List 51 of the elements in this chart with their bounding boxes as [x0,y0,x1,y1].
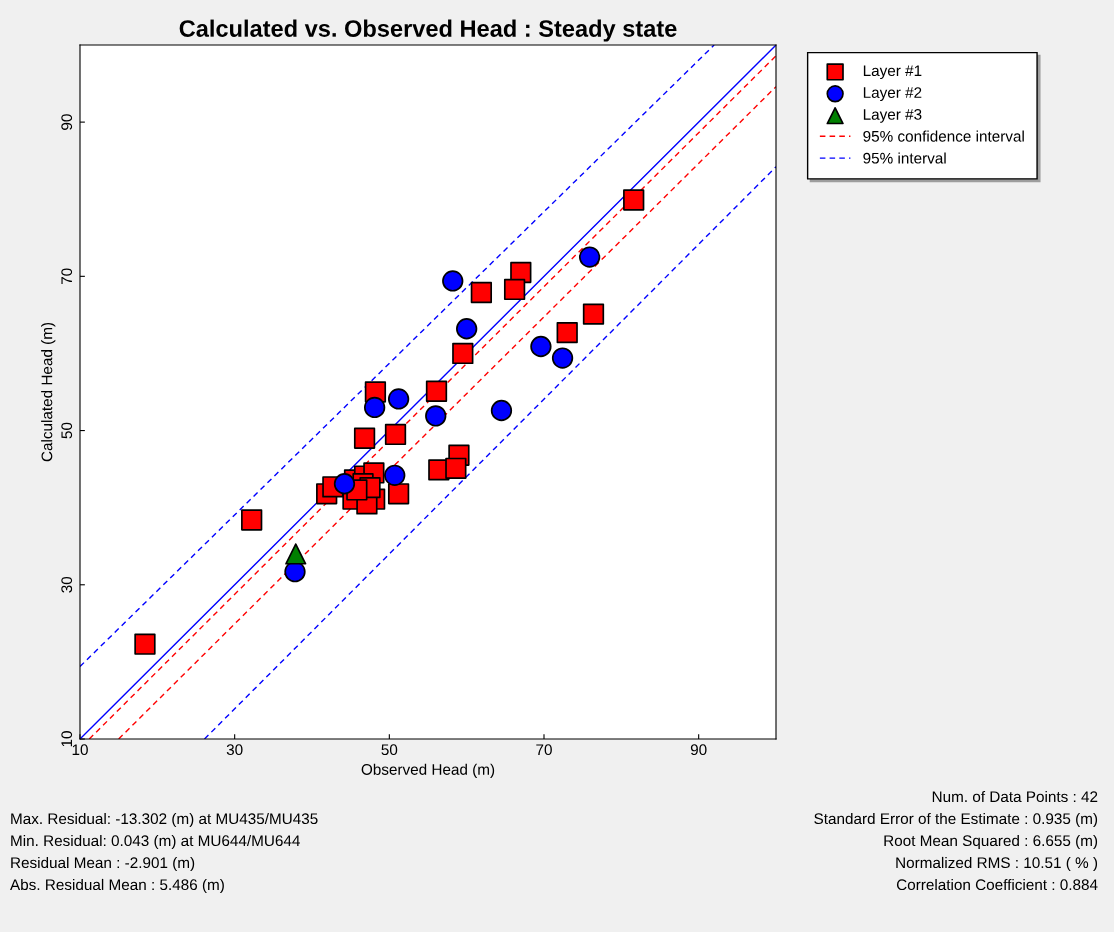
x-tick-label: 90 [690,744,707,756]
point [425,380,448,402]
point [442,270,464,292]
chart-title: Calculated vs. Observed Head : Steady state [179,19,677,42]
legend-label: 95% interval [863,152,946,164]
point [530,335,552,358]
point [582,303,605,325]
point [470,281,493,304]
point [363,396,386,419]
text: Standard Error of the Estimate : 0.935 (m) [814,812,1098,828]
x-tick-label: 70 [536,744,552,756]
text: Normalized RMS : 10.51 ( % ) [896,856,1098,872]
point [134,633,156,655]
point [445,457,467,479]
legend-label: Layer #1 [863,65,922,80]
legend-label: Layer #3 [863,109,922,123]
point [285,543,307,565]
point [333,473,356,495]
x-tick-label: 10 [72,744,88,756]
text: Residual Mean : -2.901 (m) [11,856,195,872]
point [425,405,447,427]
x-tick-label: 30 [226,744,243,756]
x-axis-title: Observed Head (m) [361,763,495,778]
point [490,399,513,422]
text: Min. Residual: 0.043 (m) at MU644/MU644 [11,834,300,850]
text: Correlation Coefficient : 0.884 [896,878,1098,891]
y-tick-label: 30 [61,576,73,593]
point [503,278,526,301]
text: Abs. Residual Mean : 5.486 (m) [10,878,224,894]
point [556,321,578,344]
point [387,388,410,410]
y-tick-label: 50 [61,422,73,439]
point [578,246,601,268]
point [387,483,410,505]
y-axis-title: Calculated Head (m) [41,322,56,462]
point [384,423,407,446]
point [241,509,263,531]
y-tick-label: 90 [61,114,73,130]
point [456,318,478,340]
point [452,342,474,365]
point [623,189,645,211]
text: Root Mean Squared : 6.655 (m) [884,834,1098,850]
text: Max. Residual: -13.302 (m) at MU435/MU435 [11,812,318,828]
point [384,464,406,486]
text: Num. of Data Points : 42 [932,790,1098,803]
legend-label: 95% confidence interval [863,130,1024,142]
point [353,427,376,449]
y-tick-label: 70 [61,268,73,285]
legend-label: Layer #2 [863,87,922,101]
x-tick-label: 50 [381,744,398,756]
point [551,347,574,369]
